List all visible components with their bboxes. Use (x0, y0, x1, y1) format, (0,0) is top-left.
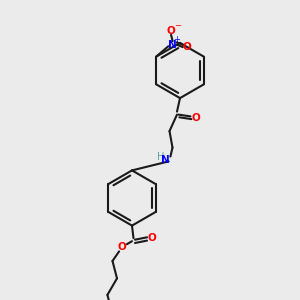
Text: O: O (183, 42, 191, 52)
Text: N: N (160, 154, 169, 165)
Text: O: O (148, 233, 157, 243)
Text: H: H (157, 152, 164, 162)
Text: O: O (167, 26, 176, 36)
Text: O: O (191, 112, 200, 123)
Text: +: + (173, 35, 180, 44)
Text: N: N (168, 40, 177, 50)
Text: O: O (118, 242, 127, 252)
Text: −: − (174, 21, 181, 30)
